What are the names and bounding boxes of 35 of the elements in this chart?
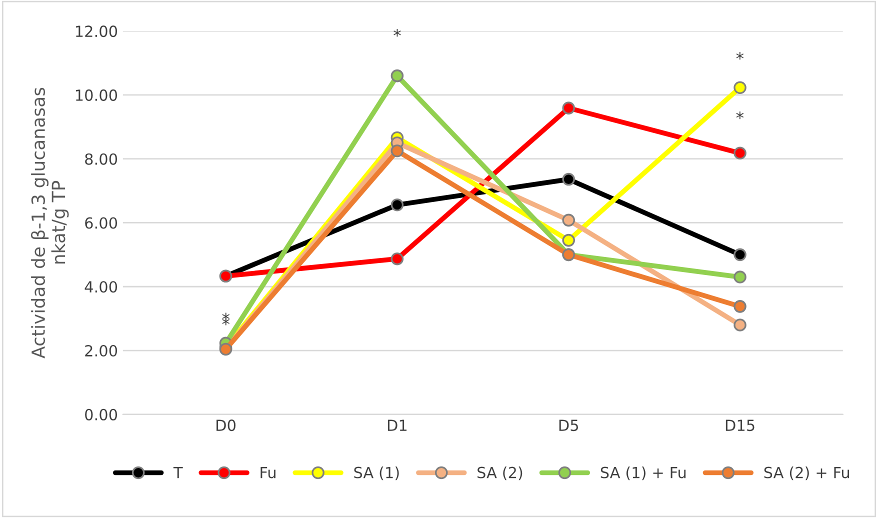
point — [734, 248, 746, 262]
y-tick-label: 0.00 — [85, 408, 118, 420]
point — [734, 81, 746, 94]
point — [734, 146, 746, 160]
legend-label: T — [173, 466, 183, 478]
point — [390, 252, 404, 266]
point — [562, 214, 575, 227]
y-axis-title: Actividad de β-1,3 glucanasas nkat/g TP — [30, 88, 69, 358]
annotation: * — [736, 52, 744, 60]
legend-label: SA (2) — [478, 466, 522, 480]
legend-label: Fu — [260, 466, 276, 478]
point — [734, 318, 746, 332]
legend-label: SA (1) — [354, 466, 399, 480]
annotation: * — [394, 29, 401, 37]
y-tick-label: 2.00 — [85, 344, 118, 357]
point — [734, 270, 746, 284]
y-tick-label: 8.00 — [85, 153, 118, 165]
point — [390, 198, 404, 212]
legend-label: SA (1) + Fu — [600, 466, 686, 480]
x-tick-label: D0 — [216, 420, 236, 432]
point — [390, 144, 404, 158]
point — [390, 69, 404, 82]
x-tick-label: D1 — [388, 420, 407, 431]
point — [734, 300, 746, 313]
point — [562, 234, 575, 247]
annotation: * — [736, 111, 744, 120]
y-tick-label: 4.00 — [84, 281, 118, 293]
y-tick-label: 6.00 — [85, 217, 118, 229]
point — [562, 102, 575, 114]
y-tick-label: 10.00 — [76, 89, 118, 101]
y-tick-label: 12.00 — [76, 26, 118, 38]
x-tick-label: D5 — [559, 420, 578, 432]
x-tick-label: D15 — [726, 420, 754, 432]
legend-label: SA (2) + Fu — [764, 466, 850, 480]
point — [562, 172, 575, 186]
